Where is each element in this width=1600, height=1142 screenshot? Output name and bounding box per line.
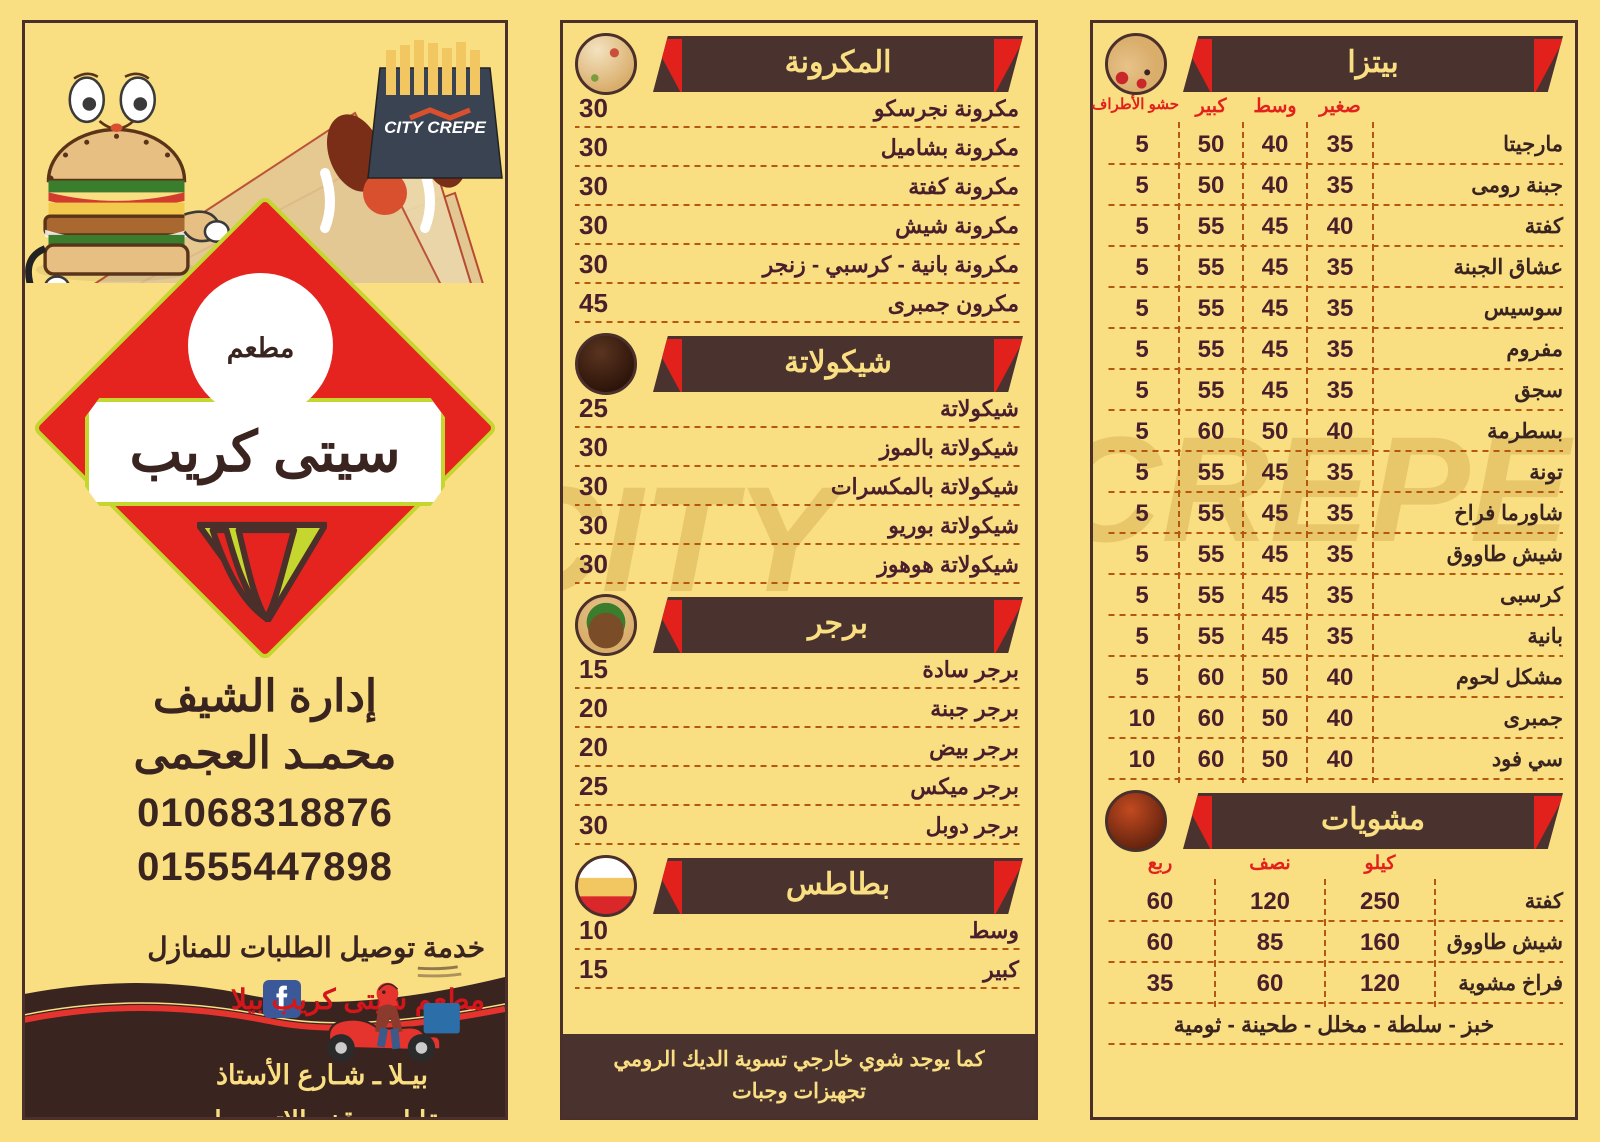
svg-text:CITY CREPE: CITY CREPE — [384, 118, 486, 137]
